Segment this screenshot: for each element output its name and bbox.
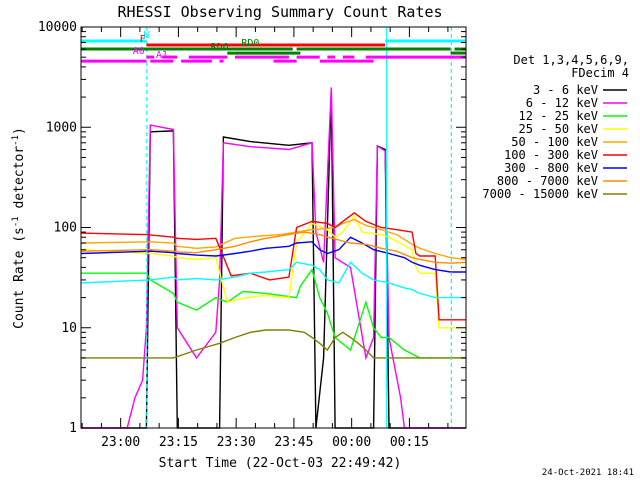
x-tick-label-0: 23:00 [101,435,140,450]
series-line-6 [80,236,466,273]
plot-frame [80,26,467,429]
series-line-9 [80,261,466,299]
legend-label-8: 7000 - 15000 keV [482,187,598,201]
series-line-5 [80,212,466,321]
legend-label-0: 3 - 6 keV [533,83,598,97]
chart-title: RHESSI Observing Summary Count Rates [117,3,442,21]
series-line-8 [81,329,466,359]
legend-label-6: 300 - 800 keV [504,161,598,175]
y-label-end: ) [12,127,27,135]
x-tick-label-1: 23:15 [159,435,198,450]
legend-label-2: 12 - 25 keV [519,109,598,123]
y-tick-label-4: 10000 [38,20,77,35]
legend-label-1: 6 - 12 keV [526,96,598,110]
y-tick-label-2: 100 [54,221,77,236]
y-label-sup2: -1 [11,135,21,146]
plot-area: NF RD0 RD6 A0 A1 1 10 100 1000 10000 23:00 23:15 23:… [38,20,467,450]
y-tick-label-0: 1 [69,421,77,436]
series-line-3 [80,214,466,329]
legend-header-line-1: Det 1,3,4,5,6,9, [513,53,629,67]
series-line-1 [81,87,466,429]
x-axis-label: Start Time (22-Oct-03 22:49:42) [159,456,402,471]
series-line-2 [81,267,466,359]
series-line-7 [80,231,467,264]
y-tick-label-1: 10 [61,321,77,336]
x-tick-label-3: 23:45 [274,435,313,450]
legend-label-4: 50 - 100 keV [511,135,598,149]
flag-label-a1: A1 [156,50,168,61]
flag-label-a0: A0 [133,46,145,57]
x-tick-label-2: 23:30 [217,435,256,450]
flag-label-rd0: RD0 [241,38,259,49]
flag-label-n: N [143,30,149,41]
y-label-mid: detector [12,146,27,217]
legend-label-5: 100 - 300 keV [504,148,598,162]
y-label-sup1: -1 [11,216,21,227]
flag-label-rd6: RD6 [211,42,229,53]
legend-header-line-2: FDecim 4 [571,66,629,80]
x-tick-label-5: 00:15 [390,435,429,450]
flag-label-f: F [140,34,146,45]
legend-label-7: 800 - 7000 keV [497,174,598,188]
y-label-main: Count Rate (s [12,227,27,329]
y-axis-label: Count Rate (s-1 detector-1) [11,127,27,329]
x-tick-label-4: 00:00 [332,435,371,450]
footer-timestamp: 24-Oct-2021 18:41 [542,468,634,478]
legend-label-3: 25 - 50 keV [519,122,598,136]
y-tick-label-3: 1000 [46,120,77,135]
